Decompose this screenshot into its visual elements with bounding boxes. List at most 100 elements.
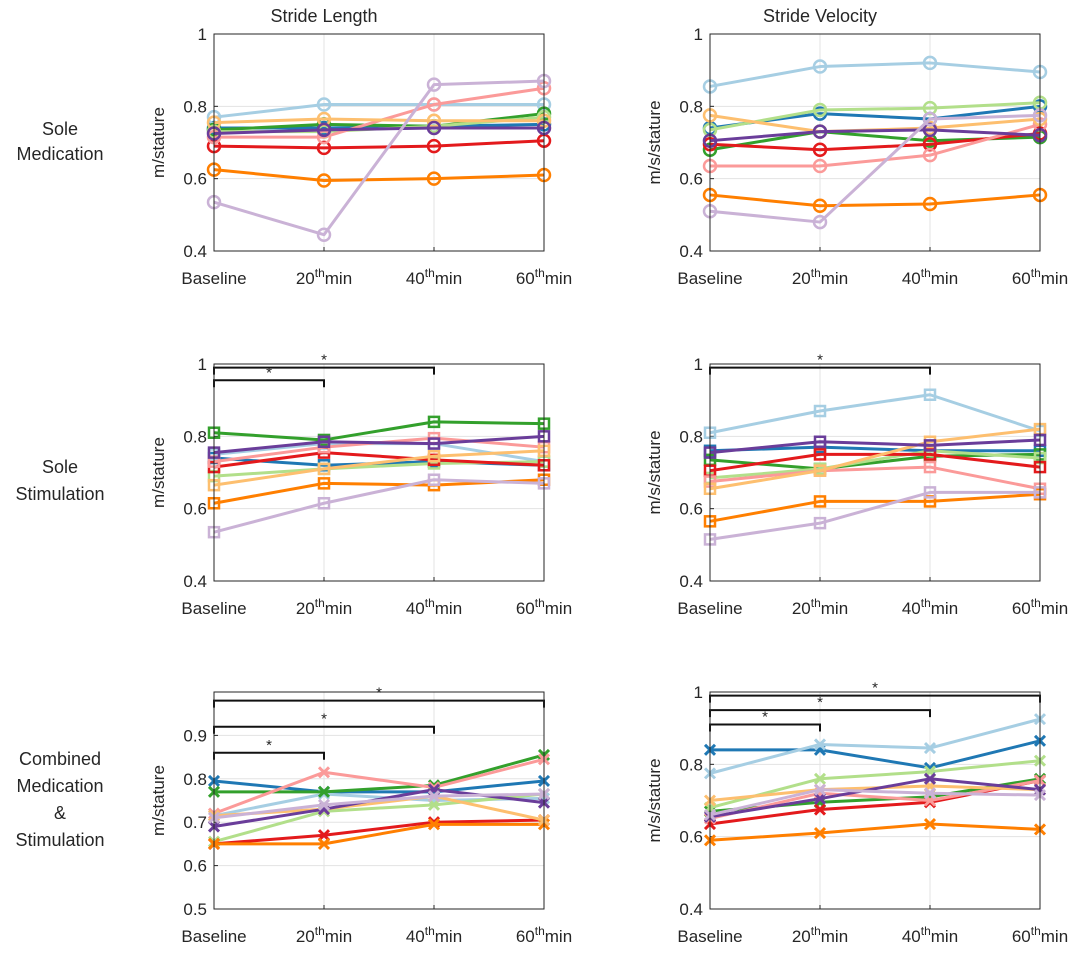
y-axis-label: m/stature	[149, 765, 168, 836]
y-tick-label: 0.6	[183, 170, 207, 189]
series-line-purple	[213, 434, 545, 455]
x-tick-label: 20thmin	[296, 266, 352, 288]
data-point-light-blue	[922, 55, 938, 71]
data-point-light-green	[812, 102, 828, 118]
significance-star: *	[817, 694, 823, 711]
chart-panel-6: 0.4 0.6 0.8 1 m/s/stature Baseline 20thmin 40th…	[645, 680, 1068, 946]
y-tick-label: 0.6	[679, 828, 703, 847]
series-line-purple	[709, 128, 1041, 143]
x-tick-label: 60thmin	[1012, 266, 1068, 288]
series-line-orange	[709, 193, 1041, 208]
series-line-light-green	[709, 759, 1041, 810]
y-tick-label: 0.6	[183, 857, 207, 876]
chart-panel-2: 0.4 0.6 0.8 1 m/s/stature Baseline 20thmin 40th…	[645, 25, 1068, 288]
series-line-purple	[213, 126, 544, 135]
data-point-pink	[812, 158, 828, 174]
series-line-lavender	[213, 478, 545, 534]
y-axis-label: m/s/stature	[645, 100, 664, 184]
data-point-light-blue	[813, 404, 827, 418]
series-line-lavender	[213, 792, 545, 820]
data-point-light-orange	[813, 464, 827, 477]
x-tick-label: 60thmin	[516, 266, 572, 288]
x-tick-label: 40thmin	[406, 924, 462, 946]
series-line-dark-blue	[710, 739, 1041, 770]
row-label-3-line-4: Stimulation	[15, 830, 104, 850]
significance-star: *	[762, 709, 768, 726]
data-point-orange	[317, 477, 331, 490]
data-point-orange	[812, 198, 828, 214]
significance-star: *	[266, 364, 272, 381]
row-label-3-line-3: &	[54, 803, 66, 823]
y-tick-label: 0.8	[679, 427, 703, 446]
series-line-light-green	[709, 101, 1041, 132]
x-tick-label: 20thmin	[296, 596, 352, 618]
y-tick-label: 1	[694, 25, 703, 44]
data-point-lavender	[317, 798, 331, 811]
x-tick-label: 40thmin	[902, 596, 958, 618]
data-point-orange	[426, 171, 442, 186]
data-point-purple	[813, 792, 827, 805]
y-axis-label: m/s/stature	[645, 430, 664, 514]
series-line-orange	[213, 168, 545, 182]
data-point-lavender	[316, 227, 332, 242]
significance-star: *	[321, 352, 327, 369]
data-point-orange	[317, 837, 331, 850]
data-point-red	[812, 142, 828, 157]
x-tick-label: 40thmin	[406, 596, 462, 618]
x-tick-label: 20thmin	[792, 266, 848, 288]
data-point-orange	[813, 826, 827, 840]
y-axis-label: m/s/stature	[645, 758, 664, 842]
data-point-purple	[812, 124, 828, 139]
series-line-orange	[214, 822, 544, 846]
data-point-lavender	[922, 111, 938, 127]
axes-box	[213, 33, 545, 252]
series-line-light-blue	[213, 103, 544, 119]
series-line-purple	[709, 438, 1041, 455]
series-line-light-blue	[709, 717, 1041, 775]
x-tick-label: Baseline	[677, 599, 742, 618]
y-tick-label: 0.4	[679, 900, 703, 919]
y-tick-label: 0.7	[183, 813, 207, 832]
chart-panel-5: 0.5 0.6 0.7 0.8 0.9 m/stature Baseline 20thmin 4…	[149, 685, 572, 946]
x-tick-label: Baseline	[677, 927, 742, 946]
data-point-pink	[317, 766, 331, 779]
data-point-purple	[317, 435, 331, 449]
y-tick-label: 0.8	[183, 770, 207, 789]
y-tick-label: 0.4	[679, 242, 703, 261]
data-point-light-green	[813, 772, 827, 785]
axes-box	[213, 691, 545, 910]
axes-box	[213, 363, 545, 582]
y-tick-label: 1	[694, 355, 703, 374]
series-line-lavender	[709, 490, 1040, 541]
data-point-orange	[316, 173, 332, 188]
data-point-lavender	[427, 473, 441, 486]
row-label-3-line-2: Medication	[16, 776, 103, 796]
series-line-orange	[709, 822, 1041, 842]
y-tick-label: 0.8	[183, 97, 207, 116]
data-point-light-blue	[812, 59, 828, 74]
series-line-lavender	[213, 79, 545, 237]
column-title-stride-length: Stride Length	[270, 6, 377, 26]
x-tick-label: Baseline	[181, 269, 246, 288]
significance-star: *	[266, 737, 272, 754]
x-tick-label: 60thmin	[1012, 596, 1068, 618]
data-point-lavender	[812, 214, 828, 230]
series-line-dark-green	[213, 420, 545, 442]
x-tick-label: 40thmin	[902, 266, 958, 288]
y-tick-label: 0.4	[183, 242, 207, 261]
data-point-light-blue	[316, 97, 332, 112]
y-tick-label: 1	[198, 355, 207, 374]
data-point-purple	[813, 435, 827, 449]
significance-star: *	[376, 685, 382, 702]
x-tick-label: Baseline	[677, 269, 742, 288]
x-tick-label: 40thmin	[902, 924, 958, 946]
series-line-red	[213, 818, 545, 846]
chart-panel-4: 0.4 0.6 0.8 1 m/s/stature Baseline 20thmin 40th…	[645, 352, 1068, 618]
x-tick-label: 40thmin	[406, 266, 462, 288]
data-point-red	[813, 803, 827, 816]
y-tick-label: 0.5	[183, 900, 207, 919]
series-line-light-orange	[213, 449, 545, 487]
significance-star: *	[321, 711, 327, 728]
x-tick-label: 60thmin	[516, 924, 572, 946]
x-tick-label: 20thmin	[296, 924, 352, 946]
